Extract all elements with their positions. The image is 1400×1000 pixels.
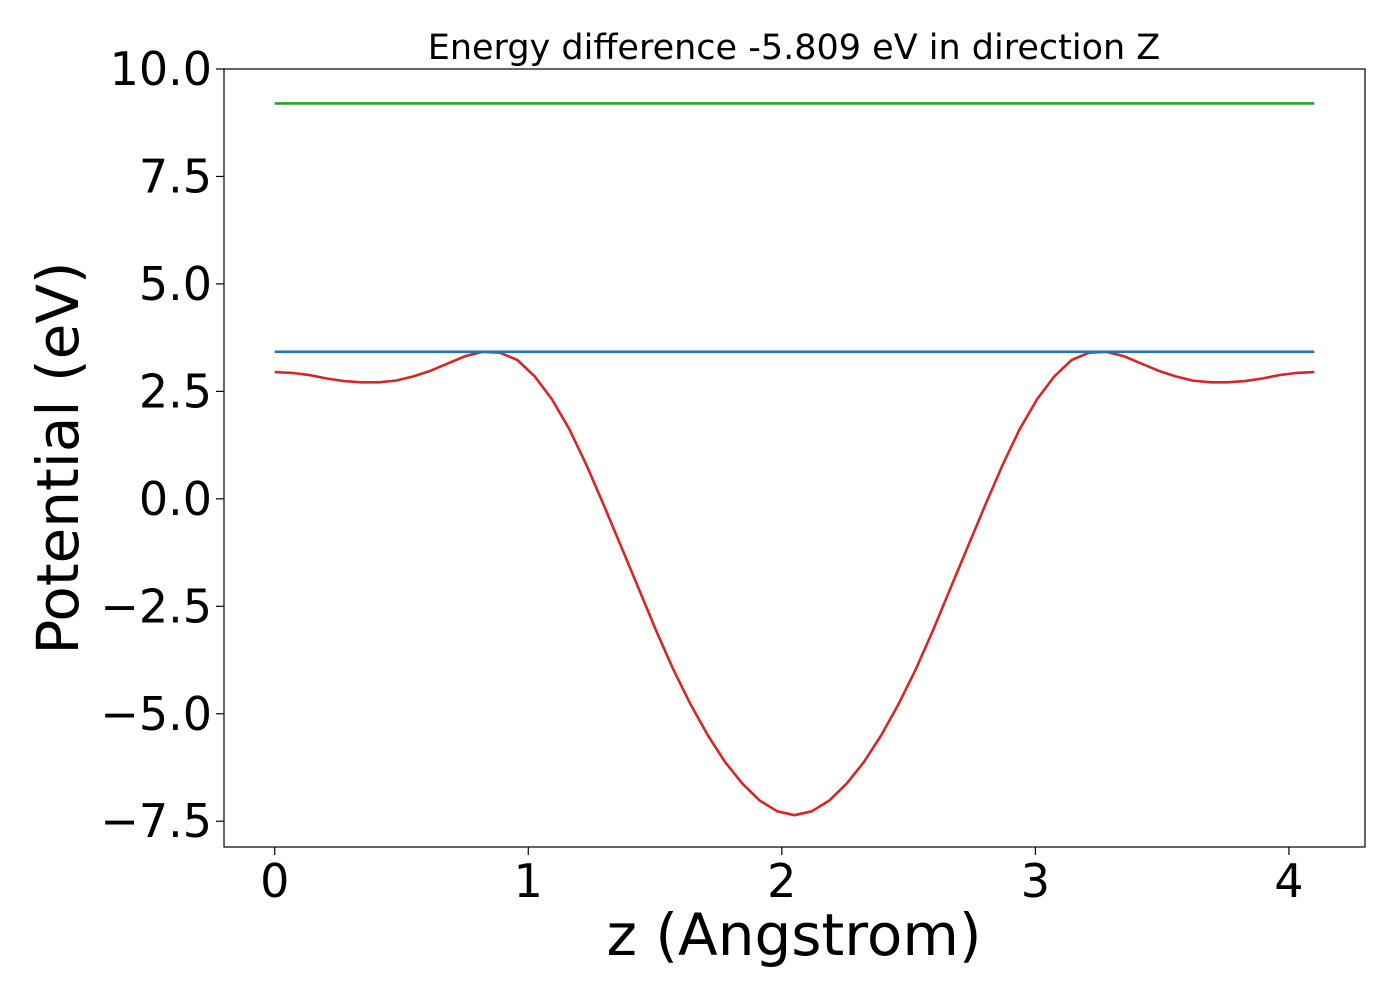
chart-title: Energy difference -5.809 eV in direction… (428, 28, 1161, 68)
y-tick-label: −2.5 (100, 579, 212, 633)
y-axis-label: Potential (eV) (24, 261, 92, 654)
x-tick-label: 3 (1021, 854, 1050, 908)
series-line-1 (274, 350, 1315, 817)
x-tick-label: 2 (767, 854, 796, 908)
y-tick-label: 5.0 (139, 257, 212, 311)
axes-frame (223, 68, 1366, 848)
x-axis-label: z (Angstrom) (607, 901, 982, 969)
y-tick-label: 7.5 (139, 149, 212, 203)
series-layer (274, 102, 1315, 817)
y-tick-label: −7.5 (100, 794, 212, 848)
x-tick-label: 0 (260, 854, 289, 908)
y-tick-label: 10.0 (110, 42, 212, 96)
y-tick-label: 2.5 (139, 364, 212, 418)
x-axis-ticks: 0 1 2 3 4 (260, 847, 1304, 908)
y-tick-label: 0.0 (139, 472, 212, 526)
y-axis-ticks: 10.0 7.5 5.0 2.5 0.0 −2.5 −5.0 −7.5 (100, 42, 224, 848)
x-tick-label: 4 (1274, 854, 1303, 908)
y-tick-label: −5.0 (100, 687, 212, 741)
x-tick-label: 1 (514, 854, 543, 908)
